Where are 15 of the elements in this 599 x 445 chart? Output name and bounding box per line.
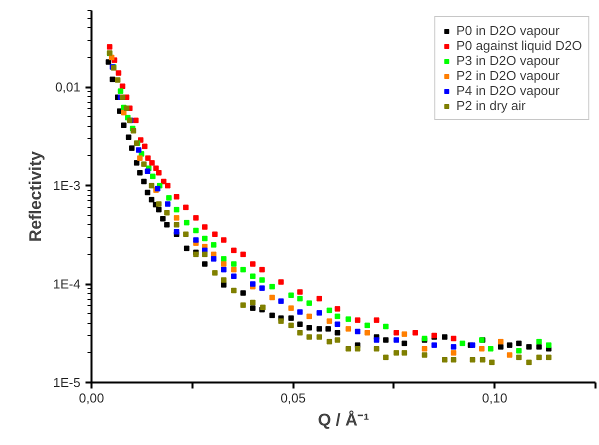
legend-label: P3 in D2O vapour	[456, 53, 560, 68]
legend-label: P2 in dry air	[456, 98, 526, 113]
y-axis-title: Reflectivity	[26, 150, 46, 242]
x-tick-label: 0,05	[280, 390, 306, 406]
legend-label: P2 in D2O vapour	[456, 68, 560, 83]
legend-label: P4 in D2O vapour	[456, 83, 560, 98]
y-tick-label: 1E-3	[53, 178, 81, 194]
x-tick-label: 0,00	[78, 390, 104, 406]
x-tick-label: 0,10	[482, 390, 508, 406]
y-tick-label: 1E-4	[53, 276, 81, 292]
legend-label: P0 in D2O vapour	[456, 23, 560, 38]
y-tick-label: 1E-5	[53, 375, 81, 390]
x-axis-title: Q / Å⁻¹	[318, 410, 370, 430]
legend-label: P0 against liquid D2O	[456, 38, 582, 53]
y-tick-label: 0,01	[55, 80, 81, 95]
